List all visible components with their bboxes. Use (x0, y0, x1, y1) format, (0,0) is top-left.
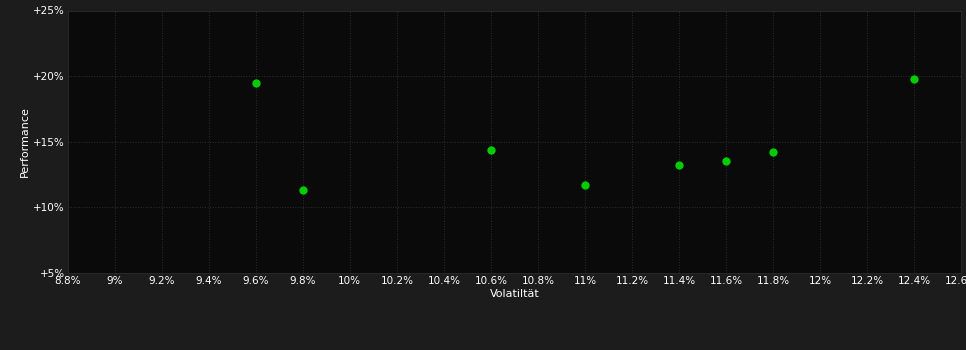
Y-axis label: Performance: Performance (20, 106, 30, 177)
Point (765, 149, 781, 155)
Point (719, 159, 734, 164)
X-axis label: Volatiltät: Volatiltät (490, 288, 539, 299)
Point (295, 188, 310, 193)
Point (483, 147, 498, 153)
Point (906, 76, 922, 82)
Point (671, 162, 687, 168)
Point (248, 80, 264, 85)
Point (578, 182, 593, 188)
